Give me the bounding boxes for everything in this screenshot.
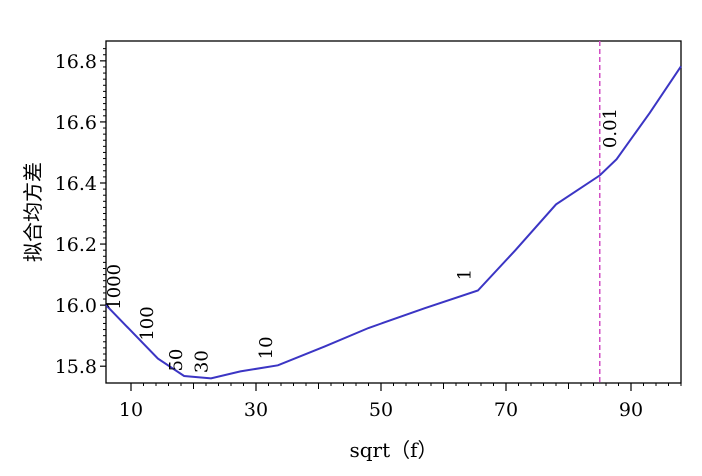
data-point	[424, 307, 426, 309]
data-point	[239, 370, 241, 372]
y-tick-label: 15.8	[55, 356, 97, 378]
point-annotation: 50	[166, 349, 187, 372]
data-point	[649, 112, 651, 114]
data-point	[324, 345, 326, 347]
point-annotation: 100	[137, 306, 158, 340]
plot-frame	[105, 40, 682, 384]
y-tick-label: 16.6	[55, 112, 97, 134]
x-axis-ticks: 10 30 50 70 90	[119, 383, 643, 421]
data-point	[105, 304, 107, 306]
x-tick-label: 30	[244, 399, 268, 421]
y-tick-label: 16.8	[55, 51, 97, 73]
y-tick-label: 16.2	[55, 234, 97, 256]
data-point	[157, 358, 159, 360]
x-axis-title: sqrt（f）	[349, 438, 437, 462]
data-point	[368, 327, 370, 329]
data-point	[277, 364, 279, 366]
point-annotation: 10	[256, 336, 277, 359]
data-point	[680, 65, 682, 67]
data-point	[477, 289, 479, 291]
point-annotation: 1	[454, 269, 475, 280]
x-tick-label: 90	[619, 399, 643, 421]
y-axis-ticks: 15.8 16.0 16.2 16.4 16.6 16.8	[55, 51, 106, 378]
y-axis-title: 拟合均方差	[21, 162, 45, 262]
point-annotations: 1000 100 50 30 10 1 0.01	[104, 108, 621, 373]
data-point	[183, 375, 185, 377]
point-annotation: 30	[191, 350, 212, 373]
data-point	[555, 203, 557, 205]
minor-ticks	[103, 48, 682, 389]
data-point	[616, 158, 618, 160]
y-tick-label: 16.0	[55, 295, 97, 317]
data-point	[210, 377, 212, 379]
x-tick-label: 50	[369, 399, 393, 421]
y-tick-label: 16.4	[55, 173, 97, 195]
data-point	[514, 249, 516, 251]
point-annotation: 1000	[104, 264, 125, 310]
series-line	[105, 65, 682, 380]
data-point	[599, 174, 601, 176]
x-tick-label: 70	[494, 399, 518, 421]
point-annotation: 0.01	[600, 108, 621, 148]
x-tick-label: 10	[119, 399, 143, 421]
